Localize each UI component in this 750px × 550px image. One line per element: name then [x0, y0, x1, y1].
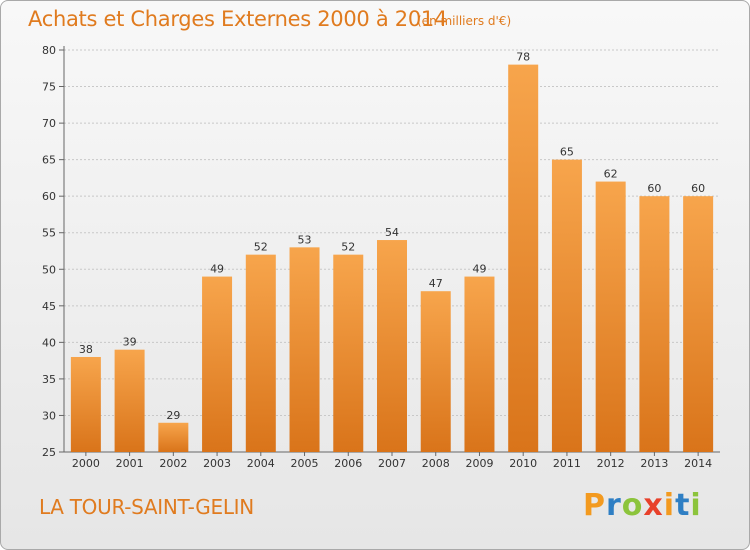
- data-label-2012: 62: [604, 168, 618, 181]
- bars: [70, 64, 714, 453]
- data-label-2010: 78: [516, 51, 530, 64]
- logo-letter: x: [643, 488, 664, 523]
- data-label-2003: 49: [210, 263, 224, 276]
- bar-2000: [70, 356, 101, 452]
- data-label-2001: 39: [123, 336, 137, 349]
- proxiti-logo: Proxiti: [583, 488, 702, 523]
- x-tick-label: 2007: [378, 457, 406, 470]
- bar-2002: [158, 422, 189, 452]
- data-label-2013: 60: [647, 182, 661, 195]
- x-tick-label: 2002: [159, 457, 187, 470]
- logo-letter: o: [621, 488, 644, 523]
- data-label-2002: 29: [166, 409, 180, 422]
- x-tick-label: 2011: [553, 457, 581, 470]
- y-tick-label: 50: [42, 263, 56, 276]
- bar-2005: [289, 247, 320, 452]
- logo-letter: r: [606, 488, 622, 523]
- chart-title: Achats et Charges Externes 2000 à 2014: [28, 7, 448, 31]
- bar-2011: [551, 159, 582, 453]
- y-tick-label: 75: [42, 81, 56, 94]
- x-tick-label: 2008: [422, 457, 450, 470]
- logo-letter: i: [690, 488, 702, 523]
- y-tick-label: 55: [42, 227, 56, 240]
- data-label-2011: 65: [560, 146, 574, 159]
- bar-2014: [683, 196, 714, 452]
- logo-letter: P: [583, 488, 606, 523]
- data-label-2005: 53: [298, 233, 312, 246]
- y-tick-label: 30: [42, 409, 56, 422]
- logo-letter: t: [675, 488, 691, 523]
- bar-2012: [595, 181, 626, 452]
- data-label-2006: 52: [341, 241, 355, 254]
- x-tick-label: 2009: [465, 457, 493, 470]
- bar-2004: [245, 254, 276, 452]
- bar-2010: [508, 64, 539, 453]
- y-tick-label: 45: [42, 300, 56, 313]
- y-tick-label: 80: [42, 44, 56, 57]
- y-tick-label: 70: [42, 117, 56, 130]
- data-label-2004: 52: [254, 241, 268, 254]
- data-label-2007: 54: [385, 226, 399, 239]
- y-tick-label: 60: [42, 190, 56, 203]
- data-label-2008: 47: [429, 277, 443, 290]
- x-tick-label: 2012: [597, 457, 625, 470]
- x-tick-label: 2014: [684, 457, 712, 470]
- y-tick-label: 25: [42, 446, 56, 459]
- bar-2013: [639, 196, 670, 452]
- x-tick-label: 2000: [72, 457, 100, 470]
- x-tick-label: 2004: [247, 457, 275, 470]
- labels: 25 30 35 40 45 50 55 60 65 70 75 80 38 2000 39 2001 29 20…: [42, 44, 712, 470]
- x-tick-label: 2013: [640, 457, 668, 470]
- data-label-2000: 38: [79, 343, 93, 356]
- x-tick-label: 2006: [334, 457, 362, 470]
- bar-2007: [377, 240, 407, 452]
- bar-2009: [464, 276, 495, 452]
- chart-subtitle: (en milliers d'€): [417, 14, 512, 28]
- data-label-2009: 49: [472, 263, 486, 276]
- bar-2008: [420, 291, 451, 452]
- bar-2006: [333, 254, 364, 452]
- data-label-2014: 60: [691, 182, 705, 195]
- x-tick-label: 2003: [203, 457, 231, 470]
- x-tick-label: 2005: [291, 457, 319, 470]
- bar-2003: [202, 276, 233, 452]
- x-tick-label: 2001: [116, 457, 144, 470]
- bar-2001: [114, 349, 145, 452]
- logo-letter: i: [663, 488, 676, 523]
- y-tick-label: 40: [42, 336, 56, 349]
- y-tick-label: 35: [42, 373, 56, 386]
- y-tick-label: 65: [42, 154, 56, 167]
- x-tick-label: 2010: [509, 457, 537, 470]
- place-name: LA TOUR-SAINT-GELIN: [39, 495, 254, 519]
